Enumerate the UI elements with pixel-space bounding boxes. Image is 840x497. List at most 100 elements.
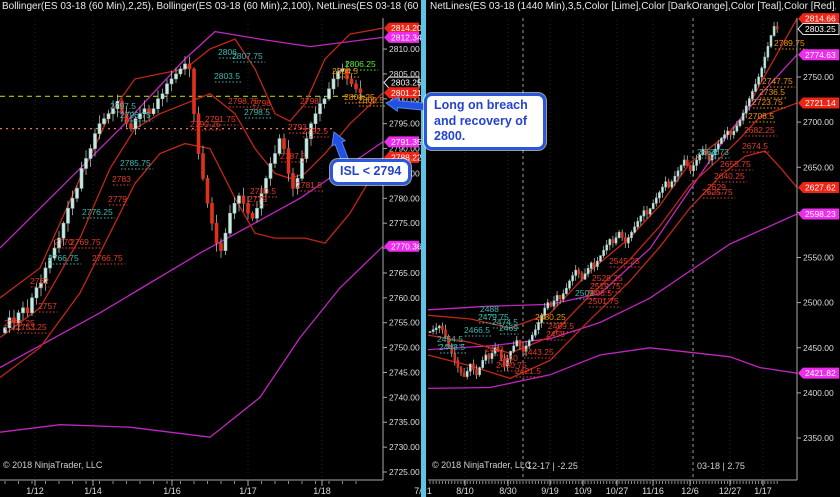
candle-body bbox=[447, 336, 450, 347]
y-tick-label: 2725.00 bbox=[389, 467, 420, 477]
candle-body bbox=[760, 67, 764, 78]
netline-label: 2796.75 bbox=[120, 110, 151, 120]
price-badge-label: 2814.66 bbox=[805, 14, 836, 24]
netline-label: 2440 bbox=[499, 353, 518, 363]
price-badge-label: 2803.25 bbox=[391, 78, 422, 88]
x-tick-label: 1/16 bbox=[163, 486, 181, 496]
long-entry-note-text: Long on breach and recovery of 2800. bbox=[434, 98, 528, 144]
candle-body bbox=[84, 158, 88, 169]
candle-body bbox=[568, 280, 571, 289]
long-entry-note[interactable]: Long on breach and recovery of 2800. bbox=[424, 93, 546, 150]
netline-label: 2469.5 bbox=[548, 321, 574, 331]
candle-body bbox=[79, 168, 84, 189]
candle-body bbox=[331, 78, 336, 90]
candle-body bbox=[192, 68, 196, 115]
candle-body bbox=[102, 118, 106, 124]
candle-body bbox=[39, 282, 43, 289]
price-badge-label: 2627.62 bbox=[805, 182, 836, 192]
isl-note[interactable]: ISL < 2794 bbox=[330, 159, 412, 185]
netline-label: 2798 bbox=[252, 98, 271, 108]
candle-body bbox=[512, 345, 516, 352]
candle-body bbox=[75, 188, 79, 199]
candle-body bbox=[354, 83, 358, 90]
x-tick-label: 1/18 bbox=[313, 486, 331, 496]
netline-label: 2673 bbox=[710, 147, 729, 157]
y-tick-label: 2750.00 bbox=[389, 343, 420, 353]
candle-body bbox=[757, 76, 760, 85]
candle-body bbox=[43, 267, 48, 284]
candle-body bbox=[763, 56, 767, 69]
candle-body bbox=[592, 262, 596, 267]
candle-body bbox=[707, 154, 711, 161]
candle-body bbox=[599, 255, 602, 262]
candle-body bbox=[555, 295, 559, 302]
candle-body bbox=[286, 148, 291, 174]
candle-body bbox=[630, 231, 633, 238]
candle-body bbox=[151, 108, 156, 115]
candle-body bbox=[295, 178, 300, 189]
y-tick-label: 2400.00 bbox=[803, 388, 834, 398]
candle-body bbox=[633, 226, 636, 233]
candle-body bbox=[178, 68, 183, 75]
netline-label: 2443.25 bbox=[523, 347, 554, 357]
candle-body bbox=[259, 193, 264, 209]
candle-body bbox=[345, 68, 349, 80]
candle-body bbox=[506, 358, 509, 367]
candle-body bbox=[465, 370, 469, 377]
candle-body bbox=[214, 222, 219, 244]
netline-label: 2807.75 bbox=[232, 51, 263, 61]
candle-body bbox=[453, 352, 457, 361]
candle-body bbox=[636, 221, 640, 228]
netline-label: 2806 bbox=[218, 47, 237, 57]
netline-label: 2798 bbox=[300, 96, 319, 106]
candle-body bbox=[462, 372, 466, 377]
candle-body bbox=[658, 192, 661, 199]
netline-label: 2804.5 bbox=[332, 66, 358, 76]
price-badge-label: 2721.14 bbox=[805, 98, 836, 108]
candle-body bbox=[484, 354, 488, 361]
candle-body bbox=[277, 138, 282, 154]
candle-body bbox=[685, 159, 689, 166]
candle-body bbox=[358, 88, 363, 93]
candle-body bbox=[468, 363, 472, 372]
isl-note-text: ISL < 2794 bbox=[340, 164, 402, 178]
y-tick-label: 2755.00 bbox=[389, 318, 420, 328]
indicator-price-badge bbox=[798, 49, 839, 61]
price-badge-label: 2803.25 bbox=[805, 24, 836, 34]
netline-label: 2781.5 bbox=[296, 180, 322, 190]
netline-label: 2519.75 bbox=[590, 281, 621, 291]
candle-body bbox=[620, 231, 624, 238]
candle-body bbox=[704, 148, 708, 155]
candle-body bbox=[250, 212, 255, 219]
bollinger-band bbox=[427, 347, 798, 390]
bollinger-band bbox=[0, 245, 384, 438]
candle-body bbox=[527, 340, 531, 347]
candle-body bbox=[472, 363, 475, 370]
indicator-price-badge bbox=[798, 97, 839, 109]
candle-body bbox=[441, 325, 444, 330]
indicator-price-badge bbox=[384, 22, 419, 34]
candle-body bbox=[738, 120, 742, 127]
candle-body bbox=[61, 222, 66, 239]
candle-body bbox=[577, 269, 581, 275]
candle-body bbox=[205, 178, 210, 204]
x-tick-label: 11/16 bbox=[642, 486, 664, 496]
candle-body bbox=[268, 163, 273, 179]
candle-body bbox=[456, 360, 460, 368]
x-tick-label: 1/14 bbox=[84, 486, 102, 496]
y-tick-label: 2550.00 bbox=[803, 253, 834, 263]
indicator-price-badge bbox=[384, 240, 419, 252]
bollinger-band bbox=[0, 141, 384, 369]
candle-body bbox=[223, 232, 228, 251]
candle-body bbox=[664, 181, 667, 188]
candle-body bbox=[304, 138, 309, 159]
netline-label: 2479.75 bbox=[478, 312, 509, 322]
panel-divider[interactable] bbox=[421, 0, 426, 497]
candle-body bbox=[521, 345, 525, 352]
price-badge-label: 2598.23 bbox=[805, 209, 836, 219]
candle-body bbox=[434, 327, 438, 330]
candle-body bbox=[552, 300, 556, 307]
